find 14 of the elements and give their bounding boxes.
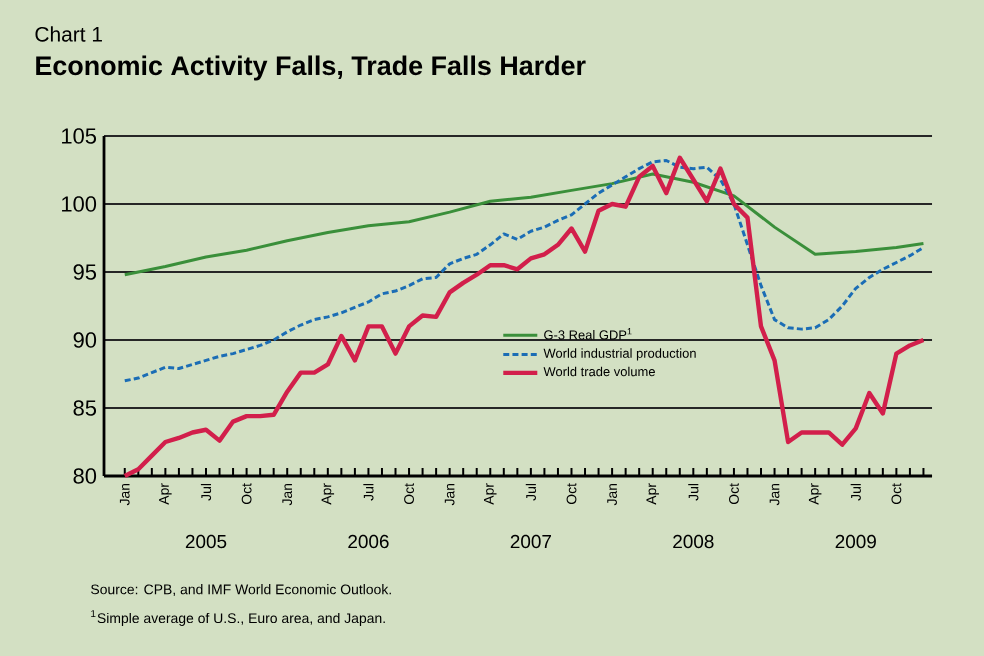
x2-tick-label: 2005 bbox=[185, 534, 227, 549]
x2-tick-label: 2007 bbox=[510, 534, 551, 549]
x2-tick-label: 2008 bbox=[673, 534, 714, 549]
chart-title: Economic Activity Falls, Trade Falls Harder bbox=[36, 55, 586, 81]
x2-tick-label: 2006 bbox=[348, 534, 389, 549]
y-tick-label: 90 bbox=[73, 332, 97, 348]
chart-subtitle: Chart 1 bbox=[35, 26, 102, 42]
y-tick-label: 85 bbox=[73, 400, 97, 416]
line-series bbox=[123, 172, 925, 277]
y-tick-label: 105 bbox=[62, 128, 97, 144]
y-tick-label: 100 bbox=[62, 196, 97, 212]
x2-tick-label: 2009 bbox=[835, 534, 876, 549]
y-tick-label: 80 bbox=[73, 468, 97, 484]
y-tick-label: 95 bbox=[73, 264, 97, 280]
